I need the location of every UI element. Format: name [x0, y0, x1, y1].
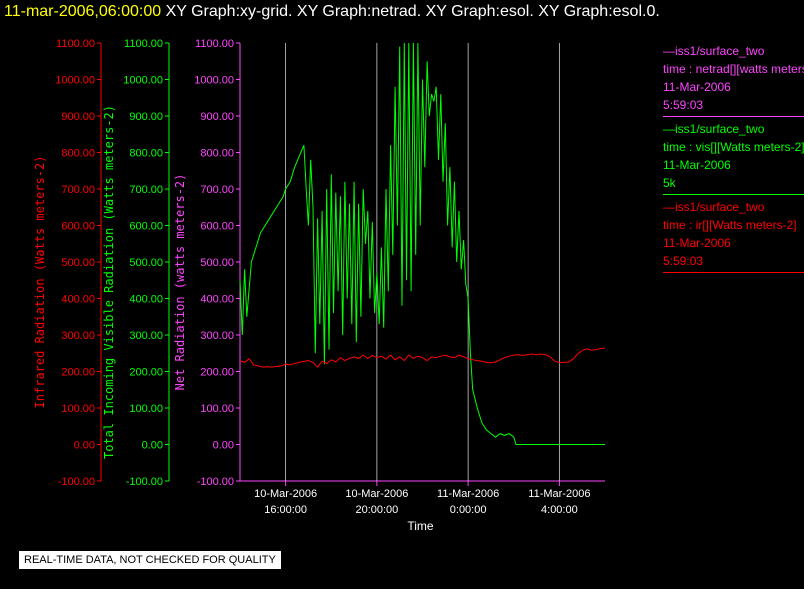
y-tick-label: 300.00	[61, 330, 95, 342]
y-axis-label: Infrared Radiation (Watts meters-2)	[33, 156, 47, 409]
legend-field: time : netrad[][watts meters-2]	[663, 62, 804, 76]
series-line-1	[239, 347, 606, 368]
y-tick-label: 700.00	[61, 184, 95, 196]
legend-value: 5k	[663, 176, 676, 190]
y-tick-label: 900.00	[200, 111, 234, 123]
y-tick-label: 200.00	[200, 367, 234, 379]
y-tick-label: 500.00	[129, 257, 163, 269]
y-tick-label: 600.00	[61, 221, 95, 233]
x-tick-label-date: 11-Mar-2006	[437, 488, 499, 500]
y-tick-label: 0.00	[74, 440, 95, 452]
legend-series: —iss1/surface_two	[663, 44, 765, 58]
y-tick-label: 0.00	[213, 440, 234, 452]
x-tick-label-time: 4:00:00	[541, 504, 578, 516]
y-tick-label: 100.00	[129, 403, 163, 415]
legend-field: time : ir[][Watts meters-2]	[663, 218, 797, 232]
x-tick-label-time: 0:00:00	[450, 504, 487, 516]
y-tick-label: -100.00	[126, 476, 163, 488]
x-tick-label-time: 16:00:00	[264, 504, 307, 516]
y-tick-label: 300.00	[129, 330, 163, 342]
x-tick-label-date: 10-Mar-2006	[254, 488, 317, 500]
y-tick-label: 1000.00	[123, 75, 163, 87]
y-tick-label: 600.00	[200, 221, 234, 233]
x-tick-label-date: 11-Mar-2006	[528, 488, 590, 500]
quality-disclaimer: REAL-TIME DATA, NOT CHECKED FOR QUALITY	[19, 551, 281, 569]
y-tick-label: 400.00	[129, 294, 163, 306]
series-line-0	[239, 42, 605, 445]
y-axis-label: Net Radiation (watts meters-2)	[173, 174, 187, 391]
legend-value: 5:59:03	[663, 98, 704, 112]
y-tick-label: 400.00	[61, 294, 95, 306]
title-bar: 11-mar-2006,06:00:00 XY Graph:xy-grid. X…	[4, 3, 660, 21]
y-tick-label: 900.00	[129, 111, 163, 123]
y-tick-label: 800.00	[61, 148, 95, 160]
y-tick-label: 400.00	[200, 294, 234, 306]
y-tick-label: 100.00	[200, 403, 234, 415]
legend-date: 11-Mar-2006	[663, 236, 731, 250]
x-tick-label-date: 10-Mar-2006	[345, 488, 408, 500]
y-tick-label: 100.00	[61, 403, 95, 415]
y-tick-label: 200.00	[129, 367, 163, 379]
y-tick-label: 500.00	[200, 257, 234, 269]
y-tick-label: 200.00	[61, 367, 95, 379]
legend-series: —iss1/surface_two	[663, 122, 765, 136]
title-datetime: 11-mar-2006,06:00:00	[4, 3, 162, 20]
y-tick-label: 1000.00	[194, 75, 234, 87]
y-tick-label: 800.00	[200, 148, 234, 160]
y-tick-label: 700.00	[200, 184, 234, 196]
y-tick-label: -100.00	[197, 476, 234, 488]
legend-field: time : vis[][Watts meters-2]	[663, 140, 804, 154]
y-tick-label: 1100.00	[124, 38, 163, 50]
y-tick-label: 0.00	[142, 440, 163, 452]
x-axis-label: Time	[407, 519, 434, 533]
y-tick-label: 1100.00	[195, 38, 234, 50]
y-tick-label: 300.00	[200, 330, 234, 342]
x-tick-label-time: 20:00:00	[355, 504, 398, 516]
legend-value: 5:59:03	[663, 254, 704, 268]
y-axis-label: Total Incoming Visible Radiation (Watts …	[102, 105, 116, 459]
legend-date: 11-Mar-2006	[663, 80, 731, 94]
y-tick-label: 1000.00	[55, 75, 95, 87]
y-tick-label: 1100.00	[56, 38, 95, 50]
legend-date: 11-Mar-2006	[663, 158, 731, 172]
y-tick-label: 800.00	[129, 148, 163, 160]
legend-series: —iss1/surface_two	[663, 200, 765, 214]
title-graph-items: XY Graph:xy-grid. XY Graph:netrad. XY Gr…	[165, 3, 660, 20]
y-tick-label: 600.00	[129, 221, 163, 233]
y-tick-label: 500.00	[61, 257, 95, 269]
y-tick-label: -100.00	[58, 476, 95, 488]
y-tick-label: 700.00	[129, 184, 163, 196]
y-tick-label: 900.00	[61, 111, 95, 123]
